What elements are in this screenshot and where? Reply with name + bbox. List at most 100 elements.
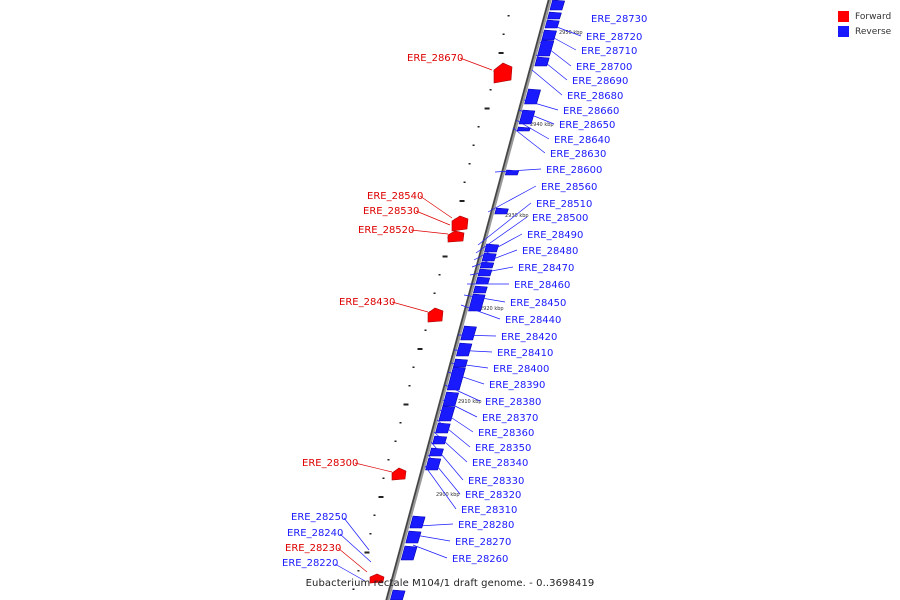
gene-label-forward[interactable]: ERE_28430	[339, 297, 395, 308]
reverse-gene-block[interactable]	[405, 530, 422, 544]
tick-mark	[442, 255, 448, 258]
reverse-gene-block[interactable]	[484, 243, 500, 253]
gene-label-reverse[interactable]: ERE_28260	[452, 554, 508, 565]
leader-line	[469, 266, 514, 276]
leader-line	[459, 57, 493, 71]
gene-label-reverse[interactable]: ERE_28720	[586, 32, 642, 43]
leader-line	[415, 210, 451, 226]
genome-backbone-core	[385, 0, 550, 600]
gene-label-reverse[interactable]: ERE_28470	[518, 263, 574, 274]
reverse-gene-block[interactable]	[428, 447, 444, 457]
gene-label-reverse[interactable]: ERE_28240	[287, 528, 343, 539]
ruler-label: 2900 kbp	[436, 492, 460, 498]
leader-line	[542, 31, 577, 51]
reverse-gene-block[interactable]	[549, 0, 566, 11]
gene-label-reverse[interactable]: ERE_28310	[461, 505, 517, 516]
gene-label-reverse[interactable]: ERE_28480	[522, 246, 578, 257]
gene-label-forward[interactable]: ERE_28300	[302, 458, 358, 469]
reverse-gene-block[interactable]	[475, 276, 491, 285]
gene-label-reverse[interactable]: ERE_28450	[510, 298, 566, 309]
forward-gene-block[interactable]	[391, 467, 407, 481]
gene-label-reverse[interactable]: ERE_28360	[478, 428, 534, 439]
reverse-gene-block[interactable]	[425, 457, 442, 471]
tick-mark	[433, 292, 436, 294]
genome-backbone	[385, 0, 552, 600]
reverse-gene-block[interactable]	[409, 515, 426, 529]
gene-label-reverse[interactable]: ERE_28680	[567, 91, 623, 102]
forward-gene-block[interactable]	[369, 573, 385, 584]
gene-label-reverse[interactable]: ERE_28490	[527, 230, 583, 241]
leader-line	[473, 233, 523, 261]
forward-gene-block[interactable]	[493, 62, 513, 84]
leader-line	[523, 99, 559, 111]
gene-label-forward[interactable]: ERE_28520	[358, 225, 414, 236]
gene-label-reverse[interactable]: ERE_28340	[472, 458, 528, 469]
reverse-gene-block[interactable]	[432, 435, 448, 445]
gene-label-reverse[interactable]: ERE_28660	[563, 106, 619, 117]
forward-gene-block[interactable]	[451, 215, 469, 232]
ruler-label: 2950 kbp	[559, 30, 583, 36]
ruler-label: 2910 kbp	[458, 399, 482, 405]
gene-label-reverse[interactable]: ERE_28420	[501, 332, 557, 343]
gene-label-reverse[interactable]: ERE_28400	[493, 364, 549, 375]
reverse-gene-block[interactable]	[473, 285, 488, 294]
reverse-gene-block[interactable]	[446, 366, 466, 391]
leader-line	[436, 419, 471, 448]
leader-line	[444, 384, 481, 402]
gene-label-reverse[interactable]: ERE_28380	[485, 397, 541, 408]
gene-label-reverse[interactable]: ERE_28650	[559, 120, 615, 131]
gene-label-reverse[interactable]: ERE_28460	[514, 280, 570, 291]
reverse-gene-block[interactable]	[537, 39, 555, 57]
leader-line	[354, 462, 393, 473]
gene-label-reverse[interactable]: ERE_28390	[489, 380, 545, 391]
leader-line	[535, 54, 568, 81]
gene-label-reverse[interactable]: ERE_28440	[505, 315, 561, 326]
forward-gene-block[interactable]	[427, 307, 444, 323]
reverse-gene-block[interactable]	[494, 207, 509, 215]
ruler-label: 2930 kbp	[505, 213, 529, 219]
reverse-gene-block[interactable]	[547, 11, 562, 20]
reverse-gene-block[interactable]	[534, 56, 550, 67]
gene-label-forward[interactable]: ERE_28530	[363, 206, 419, 217]
reverse-gene-block[interactable]	[435, 422, 451, 434]
gene-label-reverse[interactable]: ERE_28500	[532, 213, 588, 224]
reverse-gene-block[interactable]	[455, 342, 473, 357]
gene-label-reverse[interactable]: ERE_28330	[468, 476, 524, 487]
gene-label-reverse[interactable]: ERE_28510	[536, 199, 592, 210]
gene-label-reverse[interactable]: ERE_28730	[591, 14, 647, 25]
reverse-gene-block[interactable]	[479, 261, 495, 269]
leader-line	[343, 517, 370, 551]
gene-label-reverse[interactable]: ERE_28320	[465, 490, 521, 501]
reverse-gene-block[interactable]	[460, 325, 477, 341]
reverse-gene-block[interactable]	[544, 19, 560, 29]
reverse-gene-block[interactable]	[390, 589, 406, 600]
gene-label-forward[interactable]: ERE_28540	[367, 191, 423, 202]
tick-mark	[373, 514, 376, 516]
gene-label-reverse[interactable]: ERE_28250	[291, 512, 347, 523]
gene-label-reverse[interactable]: ERE_28600	[546, 165, 602, 176]
gene-label-forward[interactable]: ERE_28670	[407, 53, 463, 64]
reverse-gene-block[interactable]	[400, 545, 418, 561]
leader-line	[515, 119, 550, 140]
gene-label-reverse[interactable]: ERE_28270	[455, 537, 511, 548]
leader-line	[410, 229, 449, 235]
gene-label-reverse[interactable]: ERE_28630	[550, 149, 606, 160]
ruler-label: 2940 kbp	[530, 122, 554, 128]
gene-label-reverse[interactable]: ERE_28560	[541, 182, 597, 193]
forward-gene-block[interactable]	[447, 230, 465, 243]
gene-label-reverse[interactable]: ERE_28350	[475, 443, 531, 454]
gene-label-reverse[interactable]: ERE_28410	[497, 348, 553, 359]
reverse-gene-block[interactable]	[516, 126, 531, 132]
gene-label-forward[interactable]: ERE_28230	[285, 543, 341, 554]
gene-label-reverse[interactable]: ERE_28280	[458, 520, 514, 531]
reverse-gene-block[interactable]	[452, 358, 468, 368]
gene-label-reverse[interactable]: ERE_28710	[581, 46, 637, 57]
gene-label-reverse[interactable]: ERE_28370	[482, 413, 538, 424]
gene-label-reverse[interactable]: ERE_28700	[576, 62, 632, 73]
gene-label-reverse[interactable]: ERE_28690	[572, 76, 628, 87]
leader-line	[545, 22, 582, 37]
reverse-gene-block[interactable]	[518, 109, 536, 125]
gene-label-reverse[interactable]: ERE_28220	[282, 558, 338, 569]
gene-label-reverse[interactable]: ERE_28640	[554, 135, 610, 146]
leader-line	[427, 454, 461, 495]
